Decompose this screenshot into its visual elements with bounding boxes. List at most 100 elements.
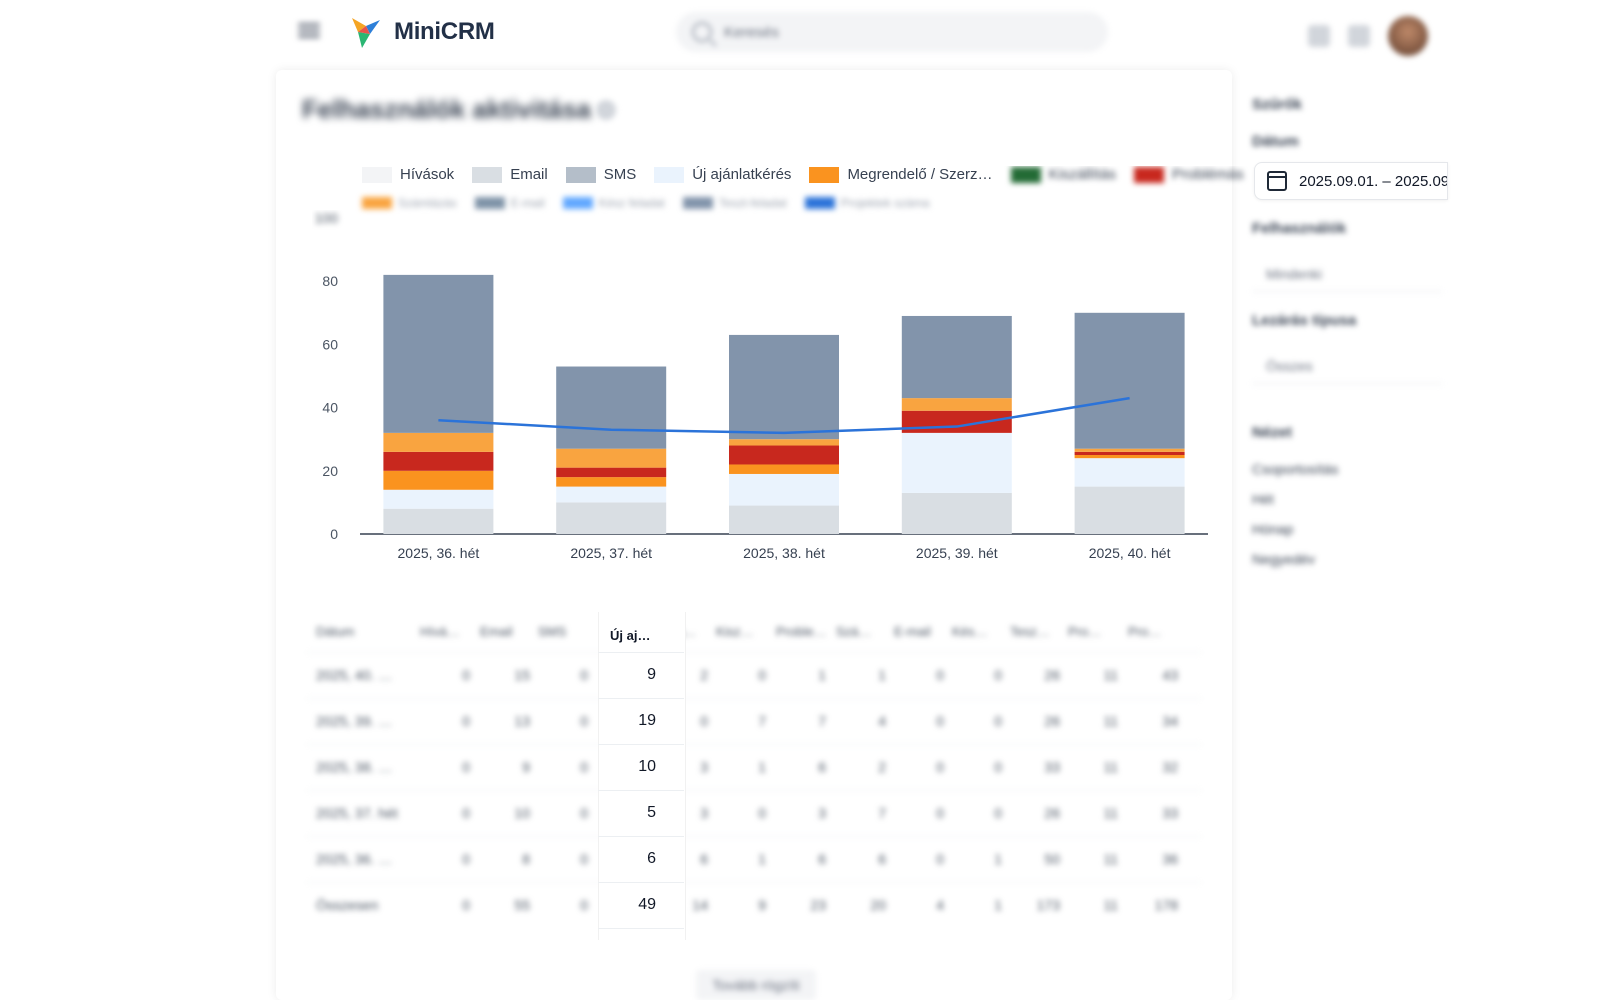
table-cell: 6 (818, 851, 826, 867)
page-title: Felhasználók aktivitása (302, 94, 592, 124)
table-cell: 0 (580, 805, 588, 821)
date-range-field[interactable]: 2025.09.01. – 2025.09.30. (1254, 162, 1448, 200)
column-header[interactable]: Proble… (776, 624, 827, 639)
legend-secondary-item[interactable]: Kész feladat (562, 196, 665, 210)
legend-item[interactable]: SMS (565, 166, 636, 183)
table-cell: 3 (700, 805, 708, 821)
table-cell: 34 (1162, 713, 1178, 729)
table-cell: 0 (758, 805, 766, 821)
table-cell: 173 (1036, 897, 1060, 913)
table-cell: 0 (462, 805, 470, 821)
view-link-month[interactable]: Hónap (1252, 521, 1294, 537)
bar-segment (556, 502, 667, 534)
legend-item[interactable]: Új ajánlatkérés (654, 166, 791, 183)
view-link-quarter[interactable]: Negyedév (1252, 551, 1316, 567)
column-header[interactable]: Pro… (1068, 624, 1102, 639)
help-icon[interactable] (596, 100, 616, 120)
table-cell: 1 (878, 667, 886, 683)
table-cell: 11 (1103, 667, 1118, 683)
legend-item[interactable]: Hívások (362, 166, 454, 183)
search-icon (692, 22, 712, 42)
legend-item[interactable]: Megrendelő / Szerz… (809, 166, 993, 183)
menu-icon[interactable] (298, 20, 320, 38)
table-cell: 32 (1162, 759, 1178, 775)
legend-label: Megrendelő / Szerz… (847, 166, 993, 183)
table-cell: 14 (692, 897, 708, 913)
row-divider (598, 882, 684, 883)
column-header[interactable]: Hívá… (420, 624, 460, 639)
legend-item[interactable]: Kiszállítás (1010, 166, 1117, 183)
activity-chart: 0 20 40 60 80 100 2025, 36. hét 2025, 37. hét 20… (315, 210, 1208, 561)
highlighted-column (598, 612, 686, 940)
bar-segment (729, 445, 839, 465)
close-type-label: Lezárás típusa (1252, 312, 1357, 329)
x-tick-label: 2025, 40. hét (1089, 545, 1171, 561)
chart-legend: Hívások Email SMS Új ajánlatkérés Megrendelő… (362, 166, 1254, 192)
legend-label: Hívások (400, 166, 455, 183)
table-cell: 0 (936, 851, 944, 867)
close-type-select[interactable]: Összes (1252, 349, 1442, 384)
column-header[interactable]: Dátum (316, 624, 355, 639)
bar-segment (556, 467, 667, 478)
bar-segment (901, 410, 1012, 433)
more-button[interactable]: Tovább rögzíti (696, 970, 816, 1000)
column-header[interactable]: Kisz… (716, 624, 754, 639)
legend-secondary-item[interactable]: E-mail (474, 196, 545, 210)
search-input[interactable]: Keresés (676, 12, 1108, 52)
table-cell: 0 (462, 713, 470, 729)
table-cell: 0 (994, 667, 1002, 683)
column-header[interactable]: E-mail (894, 624, 931, 639)
legend-swatch (474, 197, 505, 209)
column-header[interactable]: Szá… (836, 624, 872, 639)
table-cell: 0 (758, 667, 766, 683)
column-header[interactable]: Email (480, 624, 513, 639)
table-cell: 1 (994, 851, 1002, 867)
app-logo[interactable]: MiniCRM (348, 12, 495, 52)
column-header-new-requests[interactable]: Új aj… (610, 628, 651, 643)
table-cell: 43 (1162, 667, 1178, 683)
settings-icon[interactable] (1348, 25, 1370, 47)
bar-segment (729, 505, 839, 534)
column-header[interactable]: SMS (538, 624, 567, 639)
legend-item[interactable]: Email (472, 166, 548, 183)
column-header[interactable]: Tesz… (1010, 624, 1050, 639)
bar-segment (556, 477, 667, 487)
avatar[interactable] (1388, 16, 1428, 56)
bar-segment (1074, 458, 1185, 487)
table-cell: 10 (514, 805, 530, 821)
bar-segment (901, 432, 1012, 493)
bar-segment (383, 508, 494, 534)
x-tick-label: 2025, 36. hét (398, 545, 480, 561)
legend-secondary-item[interactable]: Teszt-feladat (682, 196, 787, 210)
view-link-group[interactable]: Csoportosítás (1252, 461, 1339, 477)
table-cell: 3 (818, 805, 826, 821)
column-header[interactable]: Pro… (1128, 624, 1162, 639)
legend-secondary-item[interactable]: Projektek száma (804, 196, 930, 210)
table-cell: 6 (818, 759, 826, 775)
filter-sidebar: Szűrők Dátum Felhasználók Mindenki Lezár… (1252, 86, 1442, 581)
top-bar: MiniCRM Keresés (0, 0, 1600, 64)
legend-item[interactable]: Problémás (1134, 166, 1244, 183)
table-cell: 4 (936, 897, 944, 913)
bar-segment (383, 432, 494, 452)
x-tick-label: 2025, 39. hét (916, 545, 998, 561)
table-cell: 7 (758, 713, 766, 729)
bar-segment (556, 448, 667, 468)
bar-segment (1074, 312, 1185, 449)
table-cell: 50 (1044, 851, 1060, 867)
view-link-week[interactable]: Hét (1252, 491, 1274, 507)
y-tick-label: 40 (322, 400, 338, 416)
users-select[interactable]: Mindenki (1252, 257, 1442, 292)
table-cell: 0 (936, 805, 944, 821)
table-cell: 33 (1162, 805, 1178, 821)
notes-icon[interactable] (1308, 25, 1330, 47)
column-header[interactable]: Kés… (952, 624, 988, 639)
date-label: Dátum (1252, 133, 1299, 150)
legend-label: Email (510, 166, 548, 183)
x-tick-label: 2025, 37. hét (570, 545, 652, 561)
table-row: 2025, 39. … 0 13 0 0 7 7 4 0 0 26 11 34 (306, 698, 1202, 745)
legend-label: Kiszállítás (1048, 166, 1117, 183)
table-cell: 1 (758, 759, 766, 775)
legend-secondary-item[interactable]: Számlázás (362, 196, 457, 210)
row-divider (598, 836, 684, 837)
